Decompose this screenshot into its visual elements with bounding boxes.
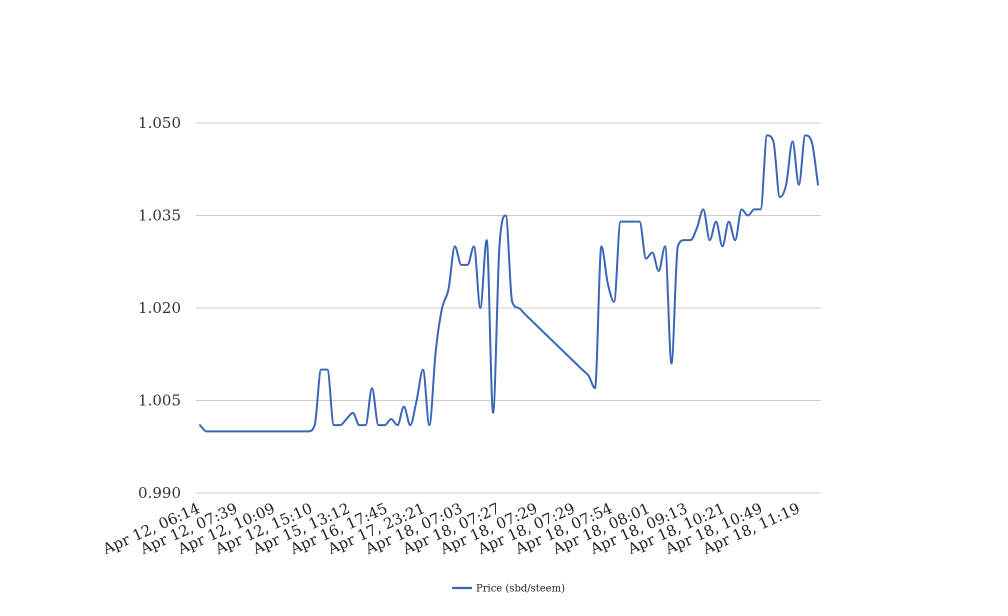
y-tick-label: 1.035	[138, 207, 181, 225]
series-line-price	[199, 134, 819, 433]
series-layer	[199, 134, 819, 433]
y-tick-label: 1.020	[138, 299, 181, 317]
y-tick-label: 0.990	[138, 484, 181, 502]
legend: Price (sbd/steem)	[452, 584, 565, 595]
y-axis-ticks: 0.990 1.005 1.020 1.035 1.050	[138, 114, 181, 502]
y-tick-label: 1.050	[138, 114, 181, 132]
legend-label: Price (sbd/steem)	[476, 584, 565, 595]
gridlines	[196, 122, 821, 494]
y-tick-label: 1.005	[138, 392, 181, 410]
